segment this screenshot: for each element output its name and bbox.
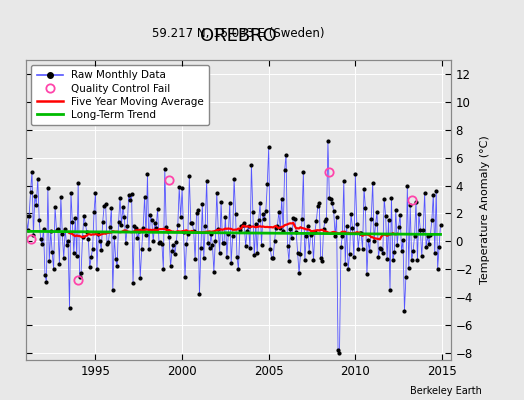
Text: 59.217 N, 15.033 E (Sweden): 59.217 N, 15.033 E (Sweden) — [152, 28, 325, 40]
Legend: Raw Monthly Data, Quality Control Fail, Five Year Moving Average, Long-Term Tren: Raw Monthly Data, Quality Control Fail, … — [31, 65, 209, 125]
Title: OREBRO: OREBRO — [200, 26, 277, 44]
Y-axis label: Temperature Anomaly (°C): Temperature Anomaly (°C) — [480, 136, 490, 284]
Text: Berkeley Earth: Berkeley Earth — [410, 386, 482, 396]
